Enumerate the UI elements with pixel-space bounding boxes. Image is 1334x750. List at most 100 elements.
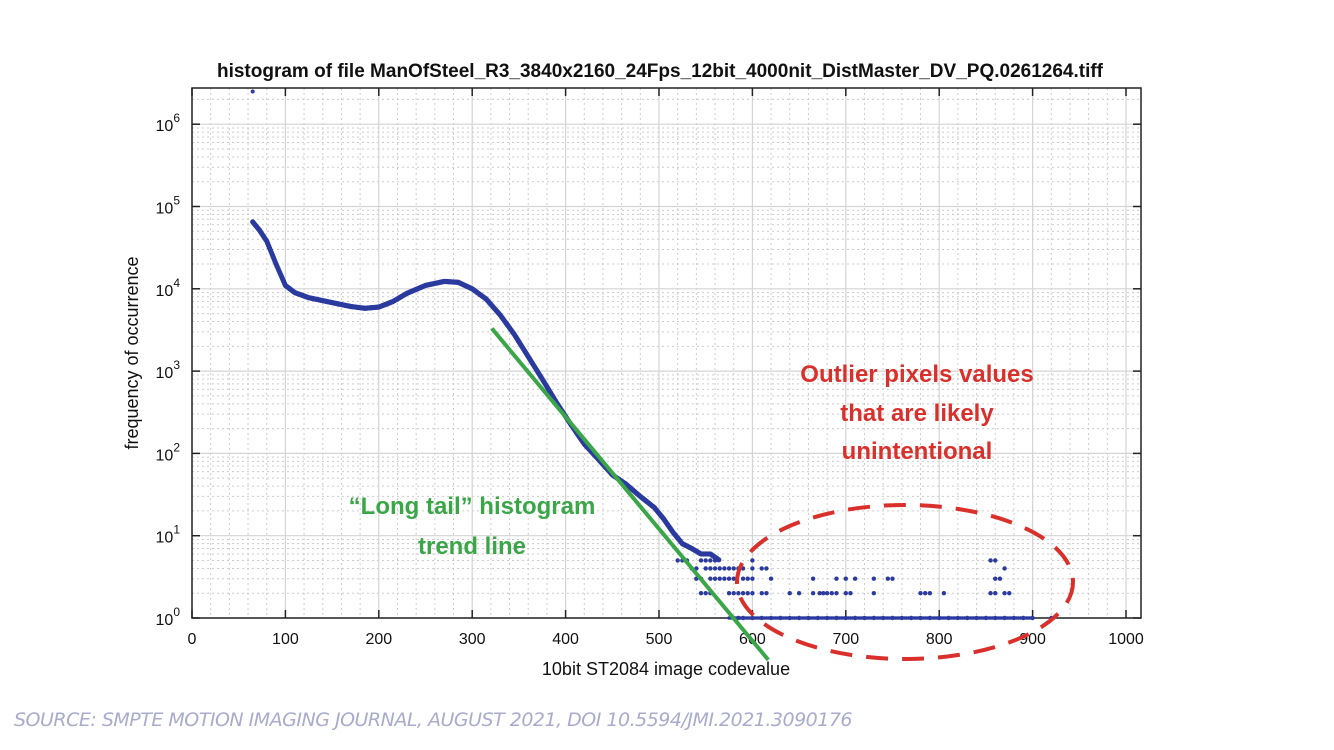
outlier-point	[740, 591, 746, 596]
outlier-point	[993, 576, 998, 581]
y-tick-label: 103	[156, 358, 181, 382]
data-point	[250, 89, 255, 94]
x-tick-label: 1000	[1108, 631, 1144, 648]
outlier-point	[745, 591, 750, 596]
x-tick-label: 800	[926, 631, 953, 648]
outlier-point	[768, 576, 774, 581]
outlier-point	[750, 591, 755, 596]
outlier-point	[988, 591, 993, 596]
outlier-point	[1002, 566, 1007, 571]
x-tick-label: 700	[832, 631, 859, 648]
outlier-point	[871, 576, 877, 581]
outlier-point	[764, 566, 769, 571]
outlier-point	[922, 591, 928, 596]
outlier-annotation-line3: unintentional	[842, 438, 993, 465]
y-tick-label: 101	[156, 523, 181, 547]
outlier-point	[750, 558, 755, 563]
data-point	[716, 557, 722, 563]
outlier-point	[927, 591, 933, 596]
plot-frame	[191, 87, 1142, 619]
outlier-point	[731, 591, 736, 596]
outlier-point	[712, 566, 718, 571]
outlier-point	[722, 576, 727, 581]
outlier-point	[852, 576, 858, 581]
x-tick-label: 300	[459, 631, 486, 648]
outlier-annotation-line1: Outlier pixels values	[800, 361, 1033, 388]
outlier-point	[1029, 616, 1034, 620]
outlier-point	[817, 591, 822, 596]
outlier-point	[885, 576, 891, 581]
outlier-point	[810, 576, 816, 581]
outlier-point	[848, 591, 853, 596]
outlier-point	[993, 558, 998, 563]
outlier-point	[708, 566, 713, 571]
x-tick-label: 0	[188, 631, 197, 648]
outlier-point	[1002, 591, 1007, 596]
outlier-point	[759, 591, 764, 596]
outlier-point	[698, 558, 704, 563]
outlier-point	[843, 591, 848, 596]
outlier-point	[712, 558, 718, 563]
outlier-point	[759, 566, 764, 571]
outlier-point	[750, 566, 755, 571]
outlier-point	[703, 591, 708, 596]
outlier-point	[726, 576, 732, 581]
outlier-point	[731, 576, 736, 581]
outlier-point	[731, 566, 736, 571]
outlier-point	[703, 566, 708, 571]
outlier-point	[829, 591, 834, 596]
outlier-point	[871, 591, 877, 596]
x-tick-label: 100	[272, 631, 299, 648]
outlier-point	[918, 591, 923, 596]
outlier-point	[941, 591, 947, 596]
y-tick-label: 104	[156, 276, 181, 300]
y-tick-label: 102	[156, 440, 181, 464]
outlier-ellipse	[735, 503, 1075, 661]
x-axis-label: 10bit ST2084 image codevalue	[542, 659, 790, 679]
outlier-point	[717, 566, 722, 571]
histogram-points	[250, 89, 1054, 621]
outlier-point	[796, 591, 802, 596]
y-tick-label: 105	[156, 194, 181, 218]
outlier-point	[821, 591, 826, 596]
outlier-point	[722, 566, 727, 571]
outlier-point	[712, 576, 718, 581]
chart-title: histogram of file ManOfSteel_R3_3840x216…	[217, 61, 1104, 82]
outlier-point	[810, 591, 816, 596]
trend-annotation-line1: “Long tail” histogram	[349, 493, 596, 520]
outlier-point	[764, 591, 769, 596]
outlier-point	[1007, 591, 1012, 596]
y-tick-label: 106	[156, 111, 181, 135]
x-axis: 01002003004005006007008009001000	[188, 88, 1144, 648]
x-tick-label: 200	[365, 631, 392, 648]
y-axis-label: frequency of occurrence	[122, 256, 142, 449]
outlier-point	[717, 576, 722, 581]
source-citation: SOURCE: SMPTE MOTION IMAGING JOURNAL, AU…	[14, 709, 853, 731]
outlier-point	[726, 566, 732, 571]
outlier-point	[834, 576, 839, 581]
outlier-point	[834, 591, 839, 596]
x-tick-label: 400	[552, 631, 579, 648]
grid	[191, 88, 1141, 619]
outlier-point	[736, 591, 741, 596]
x-tick-label: 900	[1019, 631, 1046, 648]
outlier-point	[750, 576, 755, 581]
outlier-point	[843, 576, 848, 581]
x-tick-label: 500	[646, 631, 673, 648]
outlier-annotation-line2: that are likely	[840, 400, 994, 427]
trend-annotation-line2: trend line	[418, 533, 526, 560]
y-axis: 100 101 102 103 104 105 106	[156, 111, 1141, 629]
outlier-point	[890, 576, 895, 581]
outlier-point	[698, 591, 704, 596]
outlier-point	[708, 558, 713, 563]
outlier-point	[997, 576, 1003, 581]
outlier-point	[745, 576, 750, 581]
outlier-point	[988, 558, 993, 563]
trend-line	[490, 327, 770, 662]
outlier-point	[740, 576, 746, 581]
outlier-point	[824, 591, 830, 596]
outlier-point	[787, 591, 792, 596]
outlier-point	[675, 558, 680, 563]
outlier-point	[726, 591, 732, 596]
